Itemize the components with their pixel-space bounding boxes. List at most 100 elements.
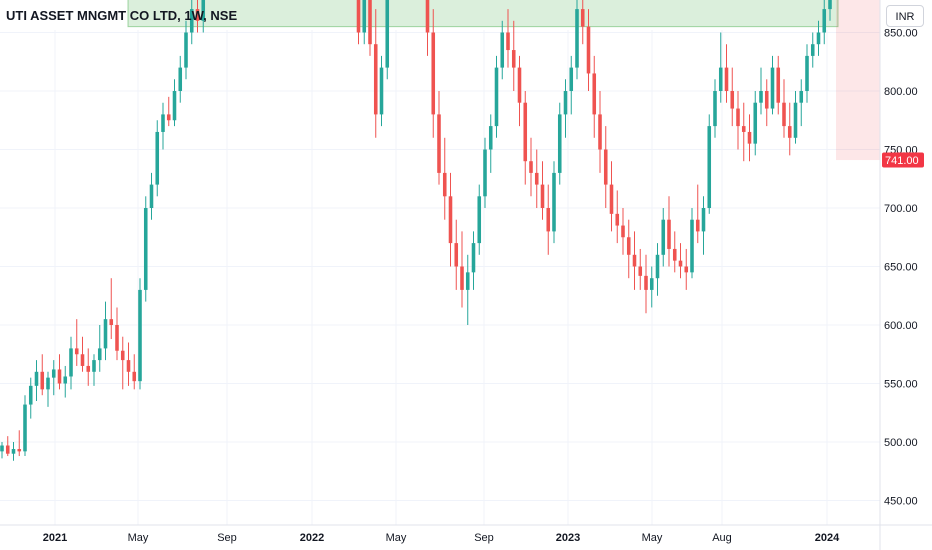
candle-body xyxy=(166,114,171,121)
currency-button[interactable]: INR xyxy=(886,5,924,27)
candle-body xyxy=(764,91,769,109)
price-badges: 1216.20910.75899.95741.00 xyxy=(882,152,924,168)
candle-body xyxy=(684,266,689,273)
candle-body xyxy=(649,278,654,290)
stop-zone xyxy=(836,0,880,161)
candle-body xyxy=(356,0,361,33)
candle-body xyxy=(736,108,740,127)
candle-body xyxy=(586,26,591,74)
candle-body xyxy=(644,275,648,290)
candle-body xyxy=(534,172,539,185)
candle-body xyxy=(373,44,378,115)
candle-body xyxy=(500,32,505,68)
candle-body xyxy=(713,91,717,127)
candle-body xyxy=(517,67,522,103)
resistance-zone xyxy=(127,0,839,28)
candle-body xyxy=(11,449,16,454)
candle-body xyxy=(201,0,206,21)
candle-body xyxy=(46,377,50,390)
candle-body xyxy=(747,131,752,144)
candle-body xyxy=(787,126,792,138)
candle-body xyxy=(557,114,562,173)
x-tick-label: May xyxy=(128,532,149,544)
candle-body xyxy=(86,365,91,372)
candle-body xyxy=(730,91,735,109)
x-tick-label: 2022 xyxy=(300,532,324,544)
y-tick-label: 800.00 xyxy=(884,86,918,98)
chart-title: UTI ASSET MNGMT CO LTD, 1W, NSE xyxy=(6,8,238,23)
candle-body xyxy=(92,360,96,372)
candle-body xyxy=(23,404,27,452)
y-tick-label: 850.00 xyxy=(884,28,918,40)
candle-body xyxy=(477,196,482,244)
candle-body xyxy=(80,354,85,366)
candle-body xyxy=(638,266,643,276)
x-tick-label: May xyxy=(386,532,407,544)
candle-body xyxy=(97,348,102,361)
candle-body xyxy=(609,184,614,214)
candle-body xyxy=(126,360,131,372)
candle-body xyxy=(448,196,453,244)
candle-body xyxy=(379,67,384,115)
candle-body xyxy=(569,67,574,91)
candle-body xyxy=(816,32,821,45)
candle-body xyxy=(690,219,694,273)
candle-body xyxy=(661,219,666,255)
candle-body xyxy=(69,348,73,377)
y-tick-label: 450.00 xyxy=(884,496,918,508)
candle-body xyxy=(718,67,723,91)
candle-body xyxy=(483,149,487,197)
candle-body xyxy=(385,0,390,68)
x-tick-label: Aug xyxy=(712,532,732,544)
candle-body xyxy=(828,0,832,10)
x-tick-label: Sep xyxy=(217,532,237,544)
candle-body xyxy=(120,350,125,361)
candle-body xyxy=(655,254,660,279)
candle-body xyxy=(678,260,683,267)
candle-body xyxy=(822,9,827,33)
candle-body xyxy=(494,67,499,127)
candle-body xyxy=(626,237,631,255)
zones xyxy=(127,0,880,161)
candle-body xyxy=(63,376,68,384)
candle-body xyxy=(103,319,108,349)
candle-body xyxy=(195,9,200,21)
candle-body xyxy=(465,272,470,290)
candle-body xyxy=(488,126,493,150)
candle-body xyxy=(57,369,62,384)
candle-body xyxy=(454,243,459,267)
candle-body xyxy=(143,208,148,290)
candle-body xyxy=(155,131,160,185)
candle-body xyxy=(431,32,436,115)
candle-body xyxy=(632,254,637,267)
candle-body xyxy=(5,445,10,454)
candle-body xyxy=(362,0,367,33)
candle-body xyxy=(563,91,568,115)
price-badge-stop xyxy=(882,152,924,168)
x-tick-label: 2021 xyxy=(43,532,67,544)
candle-body xyxy=(724,67,729,91)
candle-body xyxy=(615,213,620,226)
candle-body xyxy=(132,371,137,382)
x-tick-label: 2023 xyxy=(556,532,580,544)
candle-body xyxy=(552,172,556,232)
candle-body xyxy=(460,266,464,290)
candle-body xyxy=(138,289,142,382)
candle-body xyxy=(770,67,775,109)
candle-body xyxy=(184,32,188,68)
candle-body xyxy=(598,114,602,150)
candle-body xyxy=(759,91,763,103)
x-tick-label: May xyxy=(642,532,663,544)
candle-body xyxy=(0,445,4,452)
candle-body xyxy=(575,9,579,68)
candle-body xyxy=(178,67,183,91)
candle-body xyxy=(805,55,809,91)
candle-body xyxy=(51,369,56,378)
candle-body xyxy=(799,91,804,103)
candle-body xyxy=(529,161,533,173)
candle-body xyxy=(523,102,528,162)
candle-body xyxy=(161,114,165,132)
candle-body xyxy=(17,449,22,452)
candle-body xyxy=(28,385,33,405)
